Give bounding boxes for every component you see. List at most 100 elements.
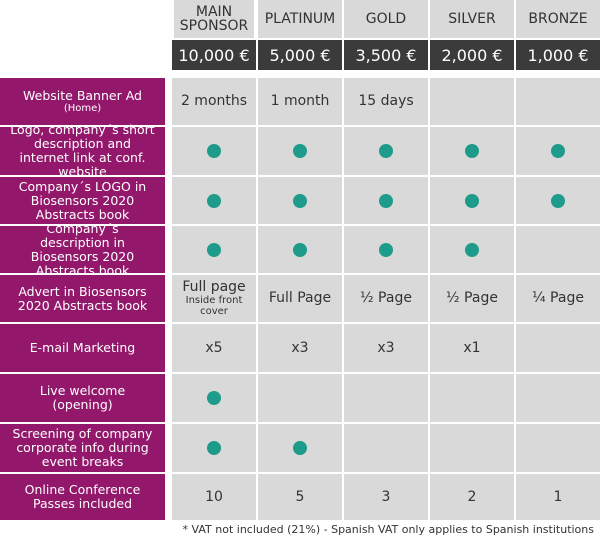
row-label: Company´s description in Biosensors 2020… [0, 221, 165, 277]
tier-name-silver: SILVER [430, 0, 514, 38]
cell-value: 2 months [180, 93, 248, 109]
table-cell [516, 177, 600, 224]
cell-value: x3 [377, 339, 395, 356]
included-dot-icon [207, 193, 221, 208]
cell-value: ½ Page [446, 290, 498, 306]
table-cell: 5 [258, 474, 342, 520]
tier-price-gold: 3,500 € [344, 40, 428, 70]
table-cell: x5 [172, 324, 256, 372]
included-dot-icon [379, 144, 393, 158]
row-label-subtext: (Home) [63, 102, 102, 114]
cell-subvalue: Inside front cover [185, 295, 243, 317]
row-label: Live welcome (opening) [0, 374, 165, 422]
table-cell: Full page Inside front cover [172, 275, 256, 322]
cell-value: x3 [291, 339, 309, 356]
table-cell: ½ Page [430, 275, 514, 322]
row-label-text: Advert in Biosensors 2020 Abstracts book [17, 283, 148, 313]
cell-value: Full page [182, 279, 246, 295]
table-cell [344, 374, 428, 422]
table-cell: 2 months [172, 78, 256, 125]
table-cell: 3 [344, 474, 428, 520]
tier-name-gold: GOLD [344, 0, 428, 38]
included-dot-icon [293, 242, 307, 257]
included-dot-icon [551, 193, 565, 208]
included-dot-icon [207, 441, 221, 455]
included-dot-icon [379, 193, 393, 208]
row-label-text: E-mail Marketing [29, 340, 136, 355]
table-cell: 2 [430, 474, 514, 520]
table-cell: ½ Page [344, 275, 428, 322]
table-cell [344, 127, 428, 175]
table-cell [516, 78, 600, 125]
table-cell [172, 374, 256, 422]
table-cell: x1 [430, 324, 514, 372]
tier-price-silver: 2,000 € [430, 40, 514, 70]
table-cell [430, 127, 514, 175]
table-cell [172, 226, 256, 273]
row-label: Screening of company corporate info duri… [0, 424, 165, 472]
cell-value: 15 days [358, 93, 414, 109]
table-cell [516, 424, 600, 472]
row-label-text: Company´s description in Biosensors 2020… [30, 220, 135, 278]
table-cell [172, 177, 256, 224]
row-label: Online Conference Passes included [0, 474, 165, 520]
tier-name-main-sponsor: MAIN SPONSOR [174, 0, 254, 38]
table-cell [430, 424, 514, 472]
table-cell [344, 226, 428, 273]
row-label: E-mail Marketing [0, 324, 165, 372]
vat-footnote: * VAT not included (21%) - Spanish VAT o… [182, 523, 594, 536]
included-dot-icon [379, 242, 393, 257]
table-cell [344, 424, 428, 472]
cell-value: x5 [205, 339, 223, 356]
tier-name-platinum: PLATINUM [258, 0, 342, 38]
table-cell: 15 days [344, 78, 428, 125]
table-cell [516, 226, 600, 273]
table-cell [172, 127, 256, 175]
cell-value: 10 [205, 488, 223, 505]
table-cell [258, 127, 342, 175]
included-dot-icon [207, 391, 221, 405]
table-cell: x3 [344, 324, 428, 372]
cell-value: 1 month [270, 93, 330, 109]
table-cell [430, 374, 514, 422]
table-cell [430, 226, 514, 273]
table-cell: ¼ Page [516, 275, 600, 322]
row-label-text: Live welcome (opening) [39, 383, 126, 412]
tier-price-platinum: 5,000 € [258, 40, 342, 70]
cell-value: ¼ Page [532, 290, 584, 306]
cell-value: Full Page [268, 290, 332, 306]
included-dot-icon [551, 144, 565, 158]
table-cell: 1 month [258, 78, 342, 125]
table-cell [258, 177, 342, 224]
cell-value: 2 [467, 488, 477, 505]
included-dot-icon [465, 144, 479, 158]
table-cell [258, 226, 342, 273]
row-label-text: Website Banner Ad [23, 87, 142, 103]
table-cell [430, 78, 514, 125]
row-label: Advert in Biosensors 2020 Abstracts book [0, 275, 165, 322]
cell-value: x1 [463, 339, 481, 356]
table-cell [516, 127, 600, 175]
table-cell [258, 374, 342, 422]
included-dot-icon [293, 144, 307, 158]
table-cell: Full Page [258, 275, 342, 322]
tier-name-bronze: BRONZE [516, 0, 600, 38]
cell-value: ½ Page [360, 290, 412, 306]
included-dot-icon [207, 144, 221, 158]
table-cell [258, 424, 342, 472]
table-cell: 10 [172, 474, 256, 520]
row-label: Logo, company´s short description and in… [0, 123, 165, 179]
cell-value: 5 [295, 488, 305, 505]
cell-value: 1 [553, 488, 563, 505]
table-cell: x3 [258, 324, 342, 372]
table-cell [516, 374, 600, 422]
row-label-text: Online Conference Passes included [24, 482, 141, 511]
included-dot-icon [207, 242, 221, 257]
included-dot-icon [465, 193, 479, 208]
tier-price-main-sponsor: 10,000 € [172, 40, 256, 70]
row-label-text: Screening of company corporate info duri… [12, 426, 153, 469]
table-cell: 1 [516, 474, 600, 520]
table-cell [516, 324, 600, 372]
row-label: Website Banner Ad (Home) [0, 78, 165, 125]
tier-price-bronze: 1,000 € [516, 40, 600, 70]
